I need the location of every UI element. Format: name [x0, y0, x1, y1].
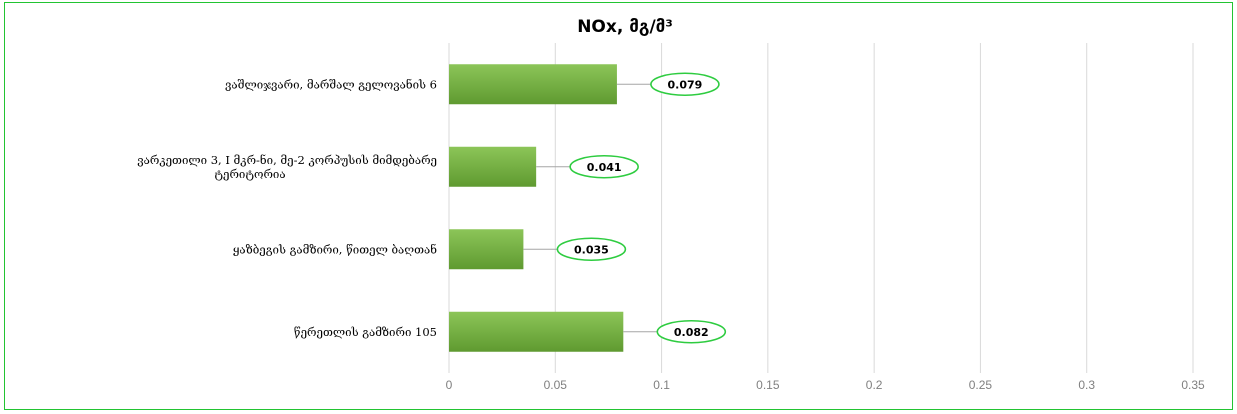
data-label: 0.079	[668, 78, 703, 91]
data-label: 0.041	[587, 161, 622, 174]
category-label: ტერიტორია	[214, 167, 285, 181]
category-label: ვარკეთილი 3, I მკრ-ნი, მე-2 კორპუსის მიმ…	[137, 153, 437, 167]
x-tick-label: 0	[446, 378, 453, 392]
x-tick-label: 0.25	[969, 378, 993, 392]
category-label: ვაშლიჯვარი, მარშალ გელოვანის 6	[225, 77, 437, 91]
category-labels: ვაშლიჯვარი, მარშალ გელოვანის 6 ვარკეთილი …	[137, 77, 437, 339]
data-label-bubble	[650, 72, 720, 97]
data-labels: 0.079 0.041 0.035 0.082	[523, 72, 727, 344]
bar	[449, 229, 524, 270]
bars	[449, 64, 624, 352]
data-label-bubble	[556, 237, 627, 262]
category-label: წერეთლის გამზირი 105	[294, 325, 437, 339]
x-axis-ticks: 0 0.05 0.1 0.15 0.2 0.25 0.3 0.35	[446, 378, 1205, 392]
x-tick-label: 0.15	[756, 378, 780, 392]
chart-frame: NOx, მგ/მ³ 0.079 0.041 0.035 0.082 ვაშლიჯვა…	[4, 2, 1233, 410]
data-label-bubble	[656, 319, 727, 344]
x-tick-label: 0.05	[544, 378, 568, 392]
data-label: 0.035	[574, 243, 609, 256]
chart-title: NOx, მგ/მ³	[577, 17, 673, 37]
data-label-bubble	[569, 154, 639, 179]
x-tick-label: 0.2	[866, 378, 883, 392]
bar	[449, 64, 617, 105]
bar	[449, 146, 537, 187]
nox-bar-chart: NOx, მგ/მ³ 0.079 0.041 0.035 0.082 ვაშლიჯვა…	[137, 17, 1205, 392]
x-tick-label: 0.3	[1078, 378, 1095, 392]
data-label: 0.082	[674, 326, 709, 339]
bar	[449, 311, 624, 352]
category-label: ყაზბეგის გამზირი, წითელ ბაღთან	[233, 242, 437, 256]
x-tick-label: 0.35	[1181, 378, 1205, 392]
x-tick-label: 0.1	[653, 378, 670, 392]
